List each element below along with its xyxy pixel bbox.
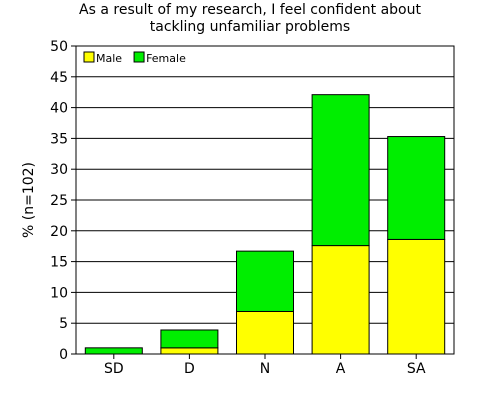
bar-female-d (160, 329, 219, 349)
y-tick-label: 30 (50, 162, 68, 178)
y-tick-label: 35 (50, 131, 68, 147)
x-tick-label: N (260, 361, 270, 377)
bar-male-d (160, 347, 219, 355)
y-tick-label: 20 (50, 224, 68, 240)
y-axis-label: % (n=102) (21, 162, 37, 238)
legend-swatch-male (83, 51, 95, 63)
bar-female-a (311, 94, 370, 247)
chart-title-line-2: tackling unfamiliar problems (149, 19, 351, 35)
y-tick-label: 5 (59, 316, 68, 332)
y-tick-label: 45 (50, 70, 68, 86)
bar-female-sa (387, 136, 446, 240)
y-tick-label: 40 (50, 101, 68, 117)
legend: Male Female (83, 51, 186, 65)
x-tick-label: A (336, 361, 346, 377)
y-tick-label: 15 (50, 255, 68, 271)
y-tick-label: 25 (50, 193, 68, 209)
y-tick-label: 50 (50, 39, 68, 55)
y-tick-label: 10 (50, 285, 68, 301)
bar-female-sd (84, 347, 143, 355)
bar-male-n (236, 310, 294, 355)
bar-male-sa (387, 238, 446, 355)
axes: 0 5 10 15 20 25 30 35 40 45 50 SD D N A SA (50, 39, 455, 377)
x-tick-label: D (184, 361, 195, 377)
x-tick-label: SD (104, 361, 124, 377)
legend-swatch-female (133, 51, 145, 63)
legend-label-female: Female (146, 52, 186, 65)
plot-frame (75, 45, 455, 355)
bar-female-n (236, 250, 294, 312)
legend-label-male: Male (96, 52, 122, 65)
x-tick-label: SA (407, 361, 426, 377)
y-tick-label: 0 (59, 347, 68, 363)
chart-title-line-1: As a result of my research, I feel confi… (79, 2, 421, 18)
bar-male-a (311, 245, 370, 355)
bars (84, 94, 446, 355)
